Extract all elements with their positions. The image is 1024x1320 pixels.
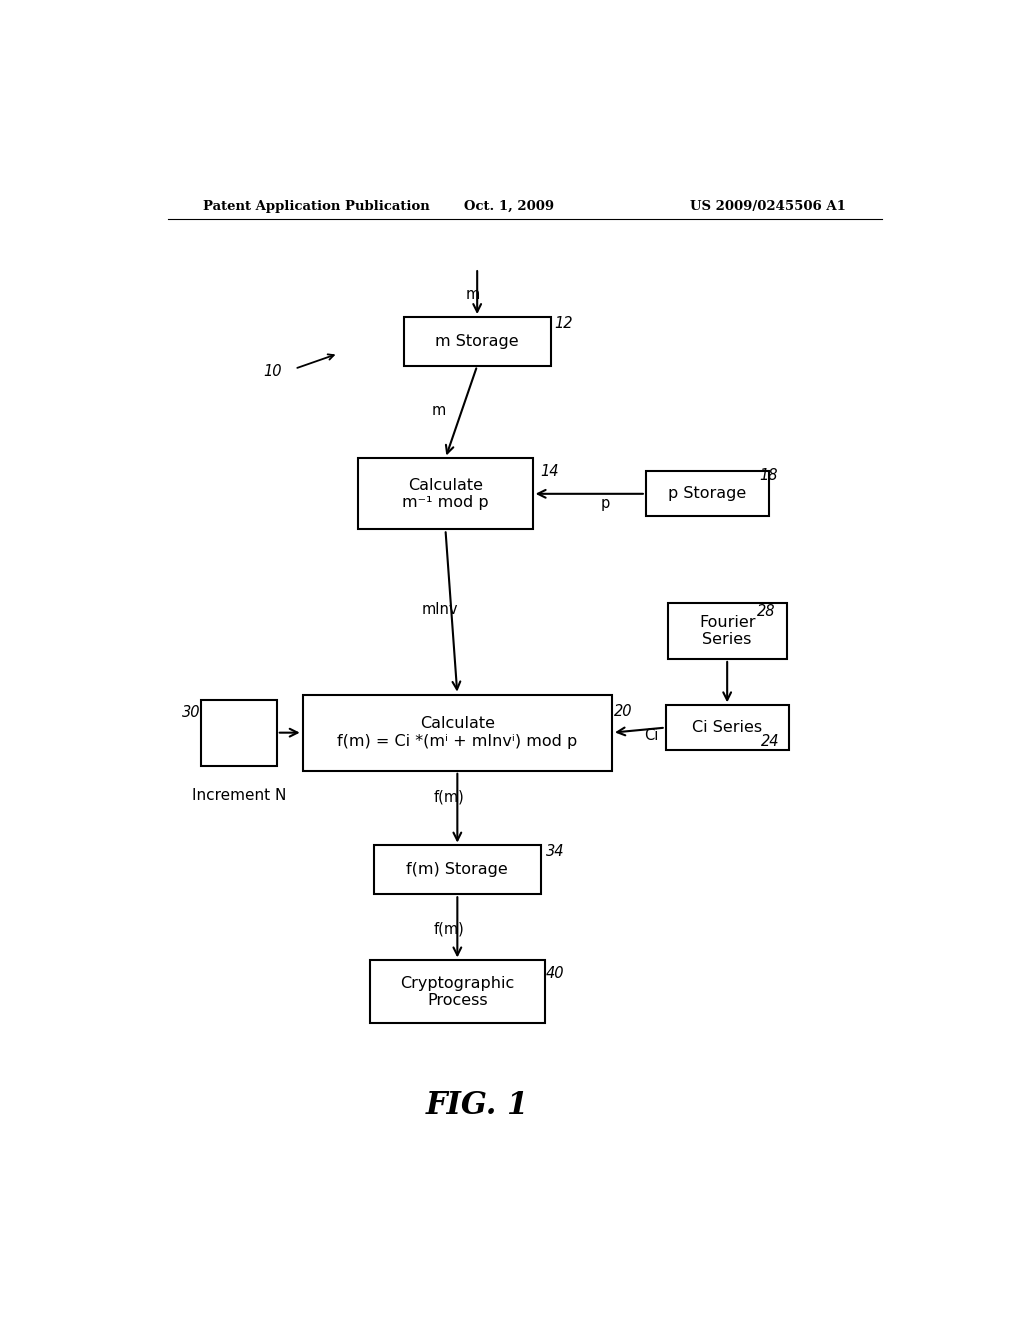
Text: Ci: Ci xyxy=(644,729,658,743)
Text: Calculate
f(m) = Ci *(mⁱ + mInvⁱ) mod p: Calculate f(m) = Ci *(mⁱ + mInvⁱ) mod p xyxy=(337,717,578,748)
FancyBboxPatch shape xyxy=(374,846,541,894)
FancyBboxPatch shape xyxy=(403,317,551,366)
Text: f(m): f(m) xyxy=(433,789,464,804)
Text: 24: 24 xyxy=(761,734,780,750)
Text: p Storage: p Storage xyxy=(669,486,746,502)
FancyBboxPatch shape xyxy=(358,458,532,529)
Text: 14: 14 xyxy=(541,463,559,479)
Text: Patent Application Publication: Patent Application Publication xyxy=(204,199,430,213)
Text: 10: 10 xyxy=(263,364,282,379)
Text: 28: 28 xyxy=(758,605,776,619)
FancyBboxPatch shape xyxy=(370,961,545,1023)
Text: Ci Series: Ci Series xyxy=(692,721,762,735)
Text: Fourier
Series: Fourier Series xyxy=(699,615,756,647)
Text: f(m): f(m) xyxy=(433,921,464,936)
Text: 34: 34 xyxy=(546,843,564,859)
Text: p: p xyxy=(600,496,609,511)
Text: m: m xyxy=(432,403,446,418)
Text: Cryptographic
Process: Cryptographic Process xyxy=(400,975,514,1008)
Text: 40: 40 xyxy=(546,966,564,981)
Text: FIG. 1: FIG. 1 xyxy=(426,1090,528,1121)
Text: mInv: mInv xyxy=(422,602,458,618)
Text: m Storage: m Storage xyxy=(435,334,519,348)
Text: Calculate
m⁻¹ mod p: Calculate m⁻¹ mod p xyxy=(402,478,488,510)
FancyBboxPatch shape xyxy=(668,603,786,659)
Text: US 2009/0245506 A1: US 2009/0245506 A1 xyxy=(690,199,846,213)
FancyBboxPatch shape xyxy=(646,471,769,516)
Text: 18: 18 xyxy=(759,469,777,483)
Text: Increment N: Increment N xyxy=(191,788,287,803)
Text: Oct. 1, 2009: Oct. 1, 2009 xyxy=(464,199,554,213)
Text: 30: 30 xyxy=(182,705,201,719)
Text: 20: 20 xyxy=(613,704,632,719)
FancyBboxPatch shape xyxy=(202,700,276,766)
Text: 12: 12 xyxy=(554,315,572,330)
FancyBboxPatch shape xyxy=(666,705,788,750)
FancyBboxPatch shape xyxy=(303,694,612,771)
Text: m: m xyxy=(465,286,479,302)
Text: f(m) Storage: f(m) Storage xyxy=(407,862,508,878)
